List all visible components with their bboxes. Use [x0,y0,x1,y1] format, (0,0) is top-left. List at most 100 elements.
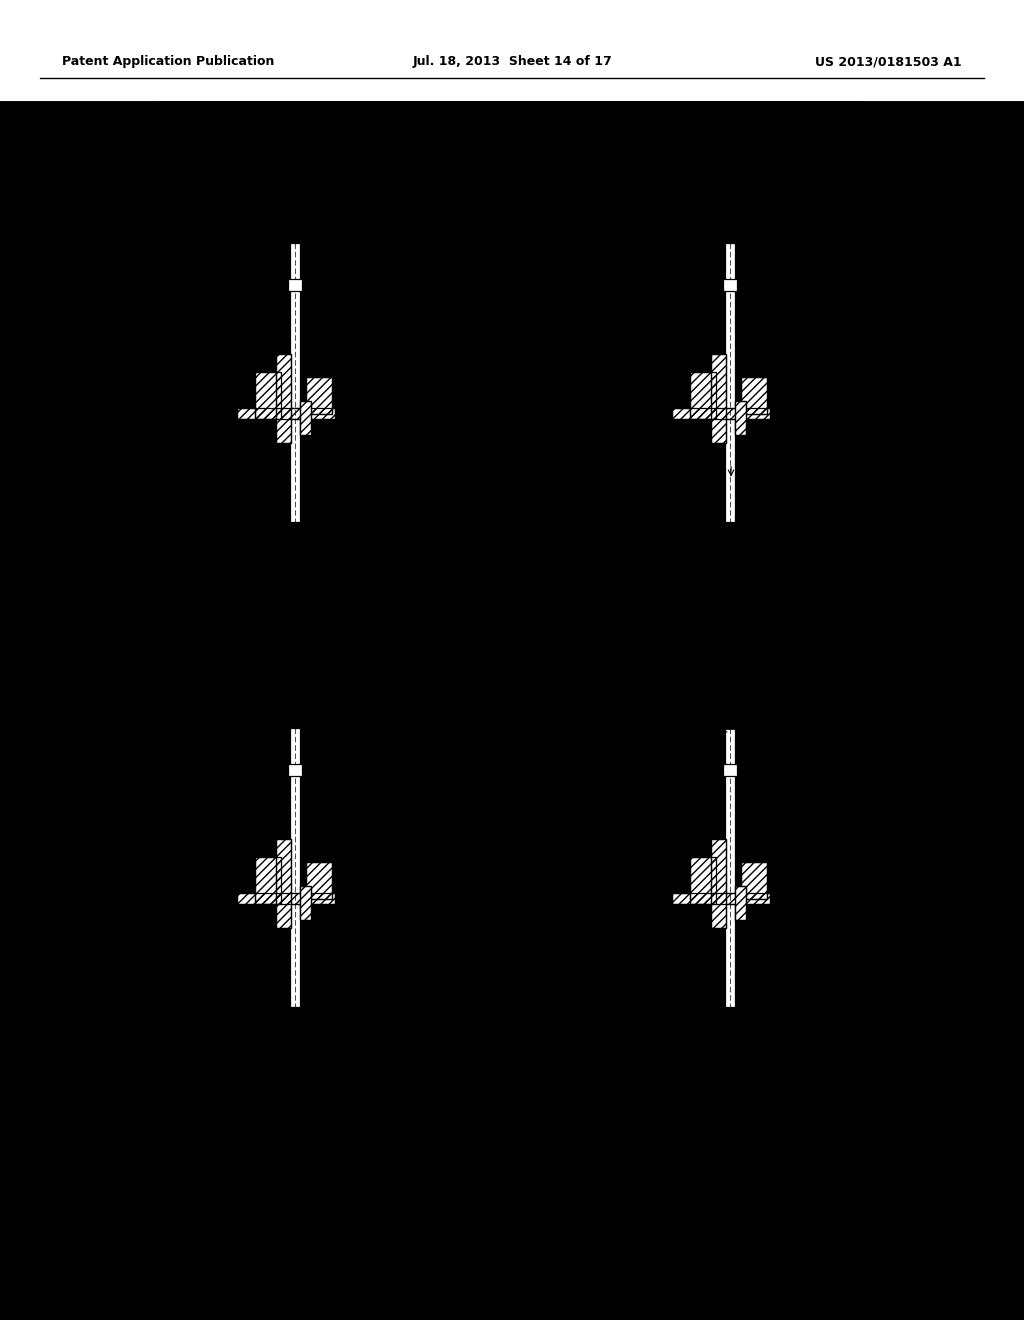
Text: 71: 71 [421,392,434,403]
Text: 278: 278 [152,1012,171,1022]
FancyBboxPatch shape [276,354,291,442]
Text: 260: 260 [856,438,876,447]
Text: 254: 254 [152,401,171,411]
FancyBboxPatch shape [238,894,335,904]
Text: 202: 202 [856,326,876,335]
Text: 248: 248 [152,822,171,833]
Text: 240: 240 [587,946,606,957]
Text: 284: 284 [152,755,171,764]
Text: 239: 239 [586,376,606,385]
FancyBboxPatch shape [288,764,302,776]
Text: 276: 276 [586,338,606,348]
Text: 258: 258 [856,925,876,936]
Text: 238: 238 [586,351,606,360]
Text: 246: 246 [856,504,876,513]
Text: 238: 238 [152,351,171,360]
Text: 243: 243 [586,363,606,374]
Text: 260: 260 [421,438,440,447]
Text: 278: 278 [586,810,606,821]
FancyBboxPatch shape [300,886,310,920]
Text: 288: 288 [371,710,390,719]
Text: 272: 272 [586,797,606,807]
Text: 240: 240 [856,363,876,374]
Text: 254: 254 [586,849,606,858]
Text: 241: 241 [421,849,441,858]
Text: 271: 271 [152,519,171,528]
Text: 76: 76 [777,253,791,264]
Text: US 2013/0181503 A1: US 2013/0181503 A1 [815,55,962,69]
Text: 250: 250 [421,950,440,960]
FancyBboxPatch shape [672,408,770,418]
FancyBboxPatch shape [290,243,300,521]
FancyBboxPatch shape [723,764,737,776]
Text: 201: 201 [587,474,606,484]
FancyBboxPatch shape [288,280,302,290]
Text: 71: 71 [856,849,869,858]
Text: 252: 252 [152,438,171,447]
Text: 71: 71 [856,392,869,403]
Text: 254: 254 [586,401,606,411]
Text: 243: 243 [421,836,441,846]
Text: 276: 276 [152,338,171,348]
Text: 246: 246 [856,989,876,999]
Text: 76: 76 [856,783,869,793]
Text: 255: 255 [421,797,441,807]
FancyBboxPatch shape [725,243,735,521]
Text: 285: 285 [856,954,876,964]
Text: 286: 286 [791,715,811,726]
Text: 246: 246 [421,504,441,513]
Text: 246: 246 [421,989,441,999]
Text: 239: 239 [421,861,441,871]
Text: FIG. 8o: FIG. 8o [268,1036,322,1051]
Text: 254: 254 [152,861,171,871]
Text: 238: 238 [421,822,441,833]
Text: 288: 288 [826,702,847,713]
Text: 37: 37 [421,519,434,528]
Text: 37: 37 [421,1003,434,1014]
Text: 204: 204 [421,338,440,348]
Text: 37: 37 [856,519,869,528]
Text: 202: 202 [421,810,440,821]
FancyBboxPatch shape [690,372,717,418]
Text: 260: 260 [421,923,440,933]
Text: 243: 243 [152,363,171,374]
Text: 287: 287 [652,715,672,726]
FancyBboxPatch shape [740,862,767,899]
Text: 248: 248 [421,351,441,360]
Text: 258: 258 [856,451,876,462]
Text: 260: 260 [856,912,876,923]
FancyBboxPatch shape [305,376,332,414]
Text: 256: 256 [152,849,171,858]
Text: 283: 283 [152,451,171,462]
FancyBboxPatch shape [238,408,335,418]
Text: 255: 255 [152,326,171,335]
FancyBboxPatch shape [255,372,282,418]
Text: 200: 200 [587,488,606,498]
Text: 204: 204 [856,810,876,821]
Text: 70: 70 [856,861,869,871]
FancyBboxPatch shape [735,886,745,920]
Text: 271: 271 [152,997,171,1006]
Text: Patent Application Publication: Patent Application Publication [62,55,274,69]
Text: 278: 278 [356,240,376,251]
Text: 70: 70 [856,407,869,416]
Text: 200: 200 [152,494,171,503]
FancyBboxPatch shape [725,729,735,1006]
Text: 276: 276 [152,797,171,807]
Text: 36: 36 [593,1018,606,1027]
Text: 252: 252 [152,923,171,933]
Text: 274: 274 [856,380,876,389]
Text: 72: 72 [856,875,869,886]
Text: 252: 252 [586,438,606,447]
FancyBboxPatch shape [711,354,726,442]
Text: 202: 202 [856,797,876,807]
Text: 258: 258 [421,451,441,462]
FancyBboxPatch shape [690,858,717,904]
Text: 76: 76 [342,253,355,264]
Text: 70: 70 [421,407,434,416]
Text: 240: 240 [421,363,440,374]
Text: FIG. 8p: FIG. 8p [772,1048,826,1064]
Text: 200: 200 [152,978,171,989]
Text: 250: 250 [421,465,440,475]
Text: 240: 240 [152,941,171,950]
